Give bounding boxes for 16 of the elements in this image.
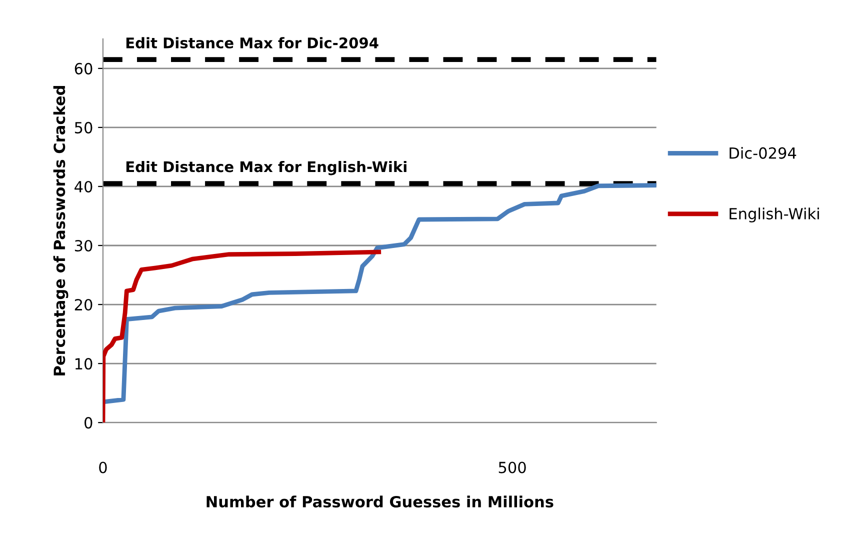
y-tick-label: 40	[74, 180, 92, 192]
y-axis-title: Percentage of Passwords Cracked	[53, 86, 68, 376]
y-tick-label: 10	[75, 358, 92, 370]
line-series	[102, 250, 382, 423]
line-series	[102, 183, 656, 404]
x-axis-title: Number of Password Guesses in Millions	[206, 496, 554, 508]
y-tick-label: 60	[74, 62, 92, 74]
ref-line-label: Edit Distance Max for English-Wiki	[126, 160, 406, 176]
y-tick-label: 20	[74, 298, 92, 311]
y-tick-label: 50	[74, 122, 92, 134]
y-tick-label: 30	[74, 240, 92, 252]
y-tick-label: 0	[84, 417, 92, 429]
legend-label: Dic-0294	[730, 147, 796, 159]
ref-line-label: Edit Distance Max for Dic-2094	[126, 37, 378, 48]
x-tick-label: 500	[498, 462, 526, 474]
legend-label: English-Wiki	[730, 208, 819, 222]
